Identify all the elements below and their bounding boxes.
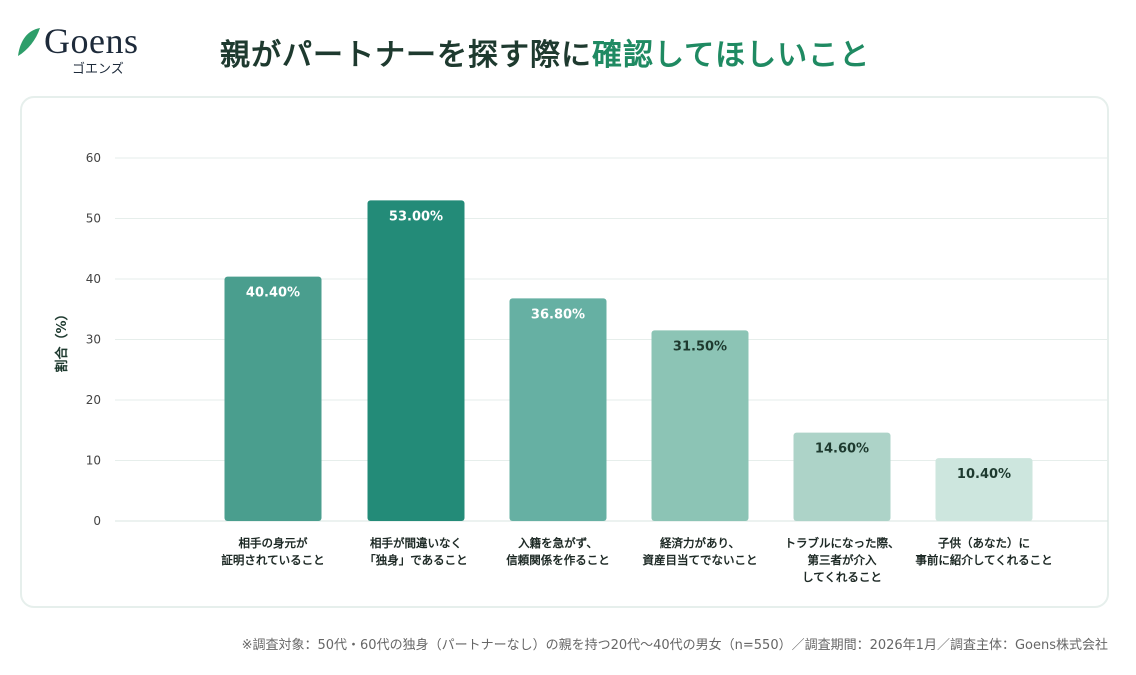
data-label: 53.00% — [389, 209, 443, 224]
y-tick-label: 30 — [86, 333, 101, 347]
logo-sub: ゴエンズ — [72, 62, 124, 77]
x-tick-label: 証明されていること — [221, 553, 324, 567]
y-tick-label: 40 — [86, 272, 101, 286]
leaf-icon — [18, 28, 40, 56]
bar — [651, 330, 749, 521]
data-label: 14.60% — [815, 442, 869, 457]
data-label: 10.40% — [957, 467, 1011, 482]
title-accent: 確認してほしいこと — [592, 38, 871, 73]
x-tick-label: 第三者が介入 — [808, 553, 877, 567]
bar — [935, 458, 1033, 521]
bar — [367, 200, 465, 521]
x-tick-label: 入籍を急がず、 — [518, 536, 598, 550]
bar — [793, 432, 891, 521]
y-tick-label: 60 — [86, 151, 101, 165]
page-title: 親がパートナーを探す際に確認してほしいこと — [220, 30, 870, 74]
data-label: 40.40% — [246, 286, 300, 301]
y-tick-label: 20 — [86, 393, 101, 407]
x-tick-label: 「独身」であること — [364, 553, 467, 567]
x-tick-label: 資産目当てでないこと — [643, 553, 758, 567]
bar — [509, 298, 607, 521]
x-tick-label: 相手の身元が — [239, 536, 308, 550]
x-tick-label: 事前に紹介してくれること — [915, 553, 1052, 567]
y-tick-label: 0 — [93, 514, 101, 528]
x-tick-label: 子供（あなた）に — [938, 536, 1030, 550]
y-tick-label: 50 — [86, 212, 101, 226]
x-tick-label: 経済力があり、 — [660, 536, 740, 550]
title-main: 親がパートナーを探す際に — [220, 38, 592, 73]
goens-logo: Goens ゴエンズ — [16, 20, 166, 80]
bar — [224, 276, 322, 521]
y-axis-label: 割合（%） — [54, 307, 70, 372]
data-label: 36.80% — [531, 307, 585, 322]
x-tick-label: 信頼関係を作ること — [506, 553, 610, 567]
logo-word: Goens — [44, 21, 139, 61]
x-tick-label: 相手が間違いなく — [370, 536, 462, 550]
footnote: ※調査対象：50代・60代の独身（パートナーなし）の親を持つ20代〜40代の男女… — [241, 638, 1108, 653]
chart-card — [20, 96, 1109, 608]
x-tick-label: してくれること — [802, 570, 882, 584]
x-tick-label: トラブルになった際、 — [785, 536, 900, 550]
data-label: 31.50% — [673, 339, 727, 354]
y-tick-label: 10 — [86, 454, 101, 468]
